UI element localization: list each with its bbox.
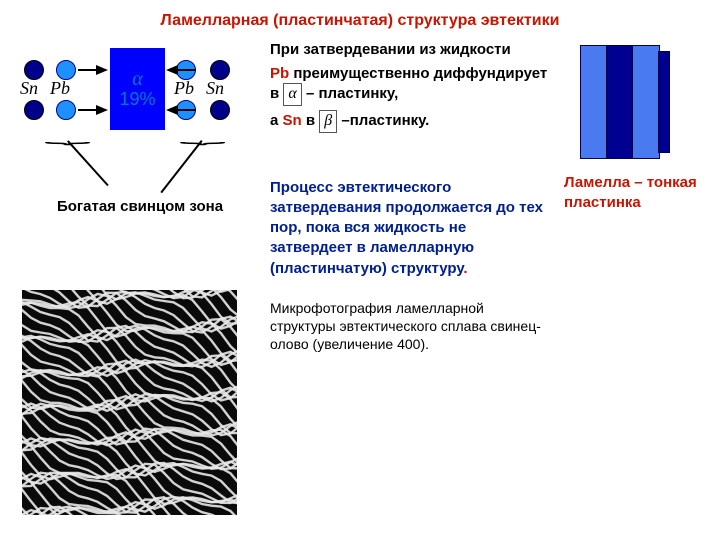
pointer-line	[67, 140, 108, 186]
text-line2: Pb преимущественно диффундирует в α – пл…	[270, 64, 550, 106]
arrow-stem	[178, 69, 196, 71]
lamella-caption: Ламелла – тонкая пластинка	[564, 173, 710, 212]
lamella-stripe	[632, 45, 660, 159]
sn-atom-icon	[24, 100, 44, 120]
arrow-left-icon	[166, 105, 178, 115]
page-title: Ламелларная (пластинчатая) структура эвт…	[20, 12, 700, 30]
pb-atom-icon	[56, 60, 76, 80]
sn-atom-icon	[210, 100, 230, 120]
sn-atom-icon	[210, 60, 230, 80]
text-line3: а Sn в β –пластинку.	[270, 110, 550, 133]
label-pb-right: Pb	[174, 78, 194, 99]
arrow-right-icon	[96, 105, 108, 115]
process-dot: .	[463, 260, 467, 277]
alpha-percent: 19%	[119, 90, 155, 110]
diagram-caption: Богатая свинцом зона	[20, 198, 260, 215]
micrograph-caption: Микрофотография ламелларной структуры эв…	[270, 299, 550, 354]
arrow-left-icon	[166, 65, 178, 75]
lamella-stripe	[606, 45, 634, 159]
label-pb-left: Pb	[50, 78, 70, 99]
alpha-box: α	[283, 83, 301, 106]
text-line1: При затвердевании из жидкости	[270, 40, 550, 60]
arrow-stem	[78, 69, 96, 71]
description-column: При затвердевании из жидкости Pb преимущ…	[270, 40, 550, 353]
brace-icon: ⏟	[179, 131, 226, 140]
arrow-stem	[78, 109, 96, 111]
arrow-right-icon	[96, 65, 108, 75]
process-text: Процесс эвтектического затвердевания про…	[270, 178, 550, 279]
sn-atom-icon	[24, 60, 44, 80]
label-sn-right: Sn	[206, 78, 224, 99]
micrograph-image	[22, 290, 237, 515]
arrow-stem	[178, 109, 196, 111]
beta-box: β	[319, 110, 337, 133]
lamella-column: Ламелла – тонкая пластинка	[560, 40, 710, 353]
lamella-stripe	[580, 45, 608, 159]
alpha-plate: α 19%	[110, 48, 165, 130]
pb-atom-icon	[56, 100, 76, 120]
alpha-symbol: α	[132, 68, 143, 90]
sn-label: Sn	[283, 112, 302, 129]
label-sn-left: Sn	[20, 78, 38, 99]
lamella-schematic	[580, 45, 658, 157]
lamella-stripe	[658, 51, 670, 153]
pb-label: Pb	[270, 65, 289, 82]
pointer-line	[161, 140, 203, 193]
diffusion-diagram: α 19% Sn Pb Pb	[20, 40, 250, 180]
